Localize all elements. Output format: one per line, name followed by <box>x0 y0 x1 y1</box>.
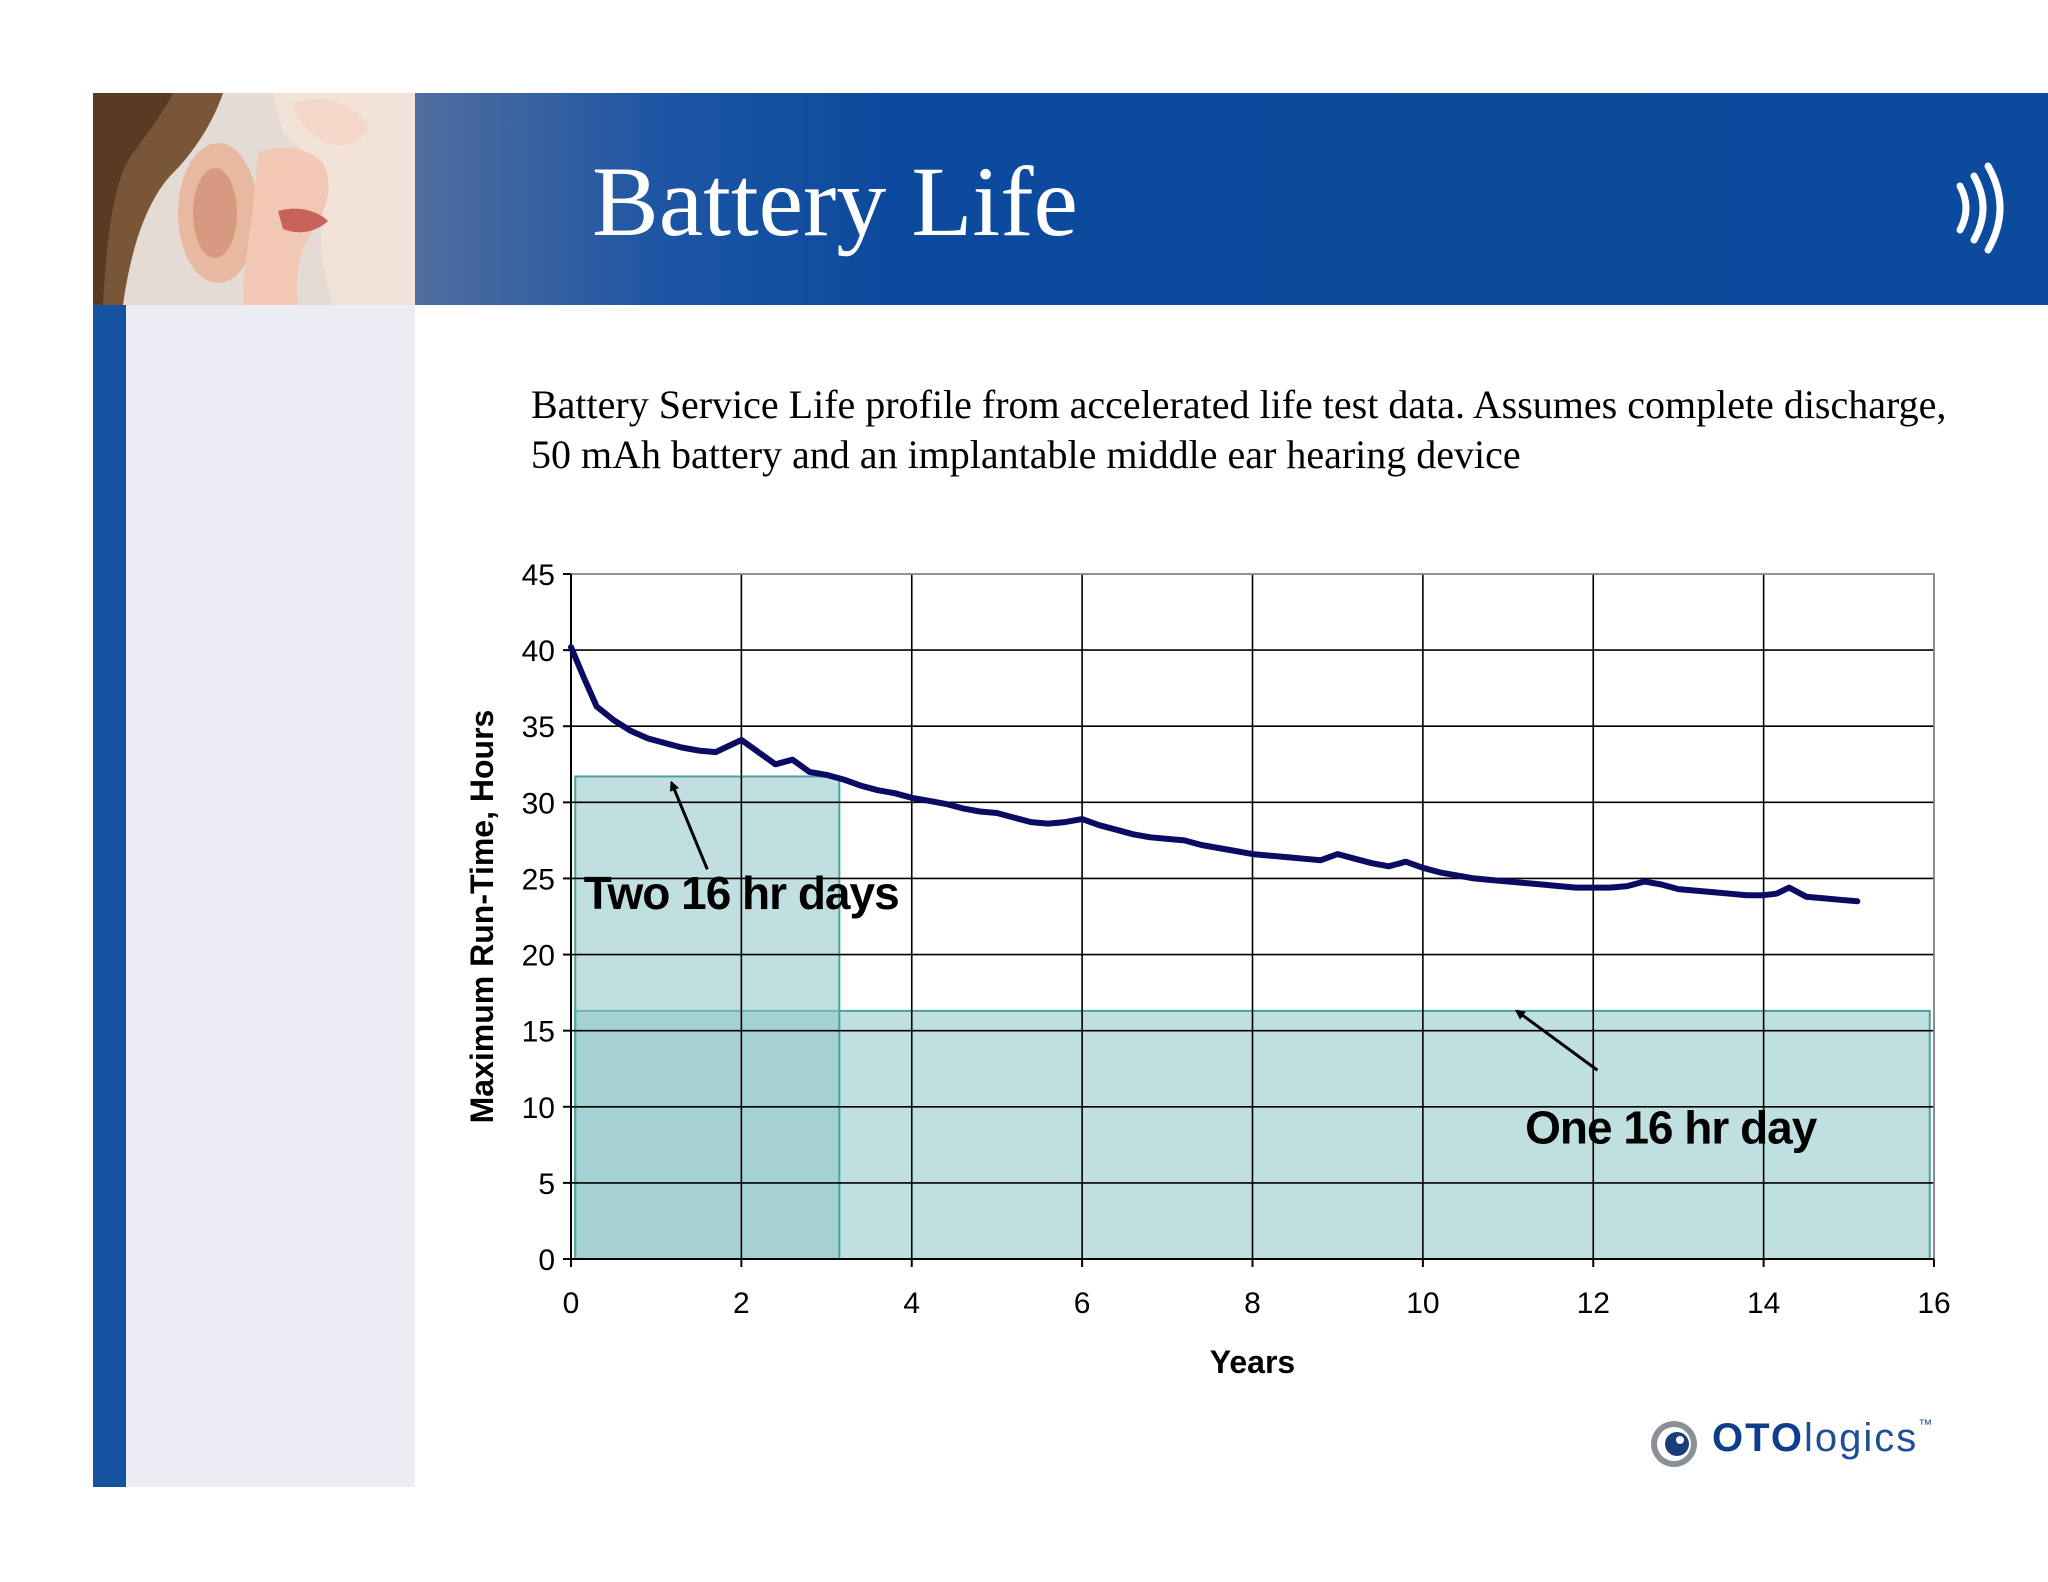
logo-text: OTOlogics™ <box>1712 1416 1934 1461</box>
annotation-two-days-label: Two 16 hr days <box>584 867 899 919</box>
sound-waves-icon <box>1956 162 2004 254</box>
ear-photo <box>93 93 415 305</box>
x-tick-label: 8 <box>1244 1287 1261 1320</box>
y-tick-label: 10 <box>522 1092 555 1125</box>
logo-tm: ™ <box>1918 1416 1935 1432</box>
y-tick-label: 15 <box>522 1016 555 1049</box>
y-tick-label: 25 <box>522 863 555 896</box>
x-tick-label: 6 <box>1074 1287 1091 1320</box>
battery-life-chart: 0 5 10 15 20 25 30 35 40 45 0 2 4 6 8 10 12 14 16 Years Maxi… <box>464 559 1951 1380</box>
page-title: Battery Life <box>592 146 1078 257</box>
x-tick-label: 0 <box>563 1287 580 1320</box>
x-tick-label: 10 <box>1406 1287 1439 1320</box>
logo-logics: logics <box>1803 1416 1919 1460</box>
series-line <box>568 644 1861 905</box>
chart-description: Battery Service Life profile from accele… <box>531 382 1947 477</box>
x-axis-label: Years <box>1210 1344 1295 1380</box>
y-tick-label: 35 <box>522 711 555 744</box>
y-tick-label: 20 <box>522 940 555 973</box>
otologics-logo: OTOlogics™ <box>1648 1410 1968 1480</box>
x-tick-label: 4 <box>903 1287 920 1320</box>
y-tick-label: 45 <box>522 559 555 592</box>
left-panel <box>126 305 415 1487</box>
y-tick-label: 5 <box>538 1168 555 1201</box>
y-tick-label: 0 <box>538 1244 555 1277</box>
x-tick-label: 16 <box>1917 1287 1950 1320</box>
eye-logo-icon <box>1651 1421 1697 1467</box>
annotation-one-day-label: One 16 hr day <box>1525 1101 1818 1153</box>
annotation-one-day-arrow <box>1514 1009 1599 1072</box>
x-tick-label: 2 <box>733 1287 750 1320</box>
annotation-two-days-arrow <box>669 780 709 870</box>
y-axis-label: Maximum Run-Time, Hours <box>464 710 500 1124</box>
y-tick-label: 40 <box>522 635 555 668</box>
x-tick-label: 14 <box>1747 1287 1780 1320</box>
y-tick-label: 30 <box>522 787 555 820</box>
header-banner <box>93 93 2048 305</box>
left-accent-bar <box>93 305 126 1487</box>
logo-oto: OTO <box>1712 1416 1804 1460</box>
region-two-days <box>574 775 841 1260</box>
x-tick-label: 12 <box>1577 1287 1610 1320</box>
